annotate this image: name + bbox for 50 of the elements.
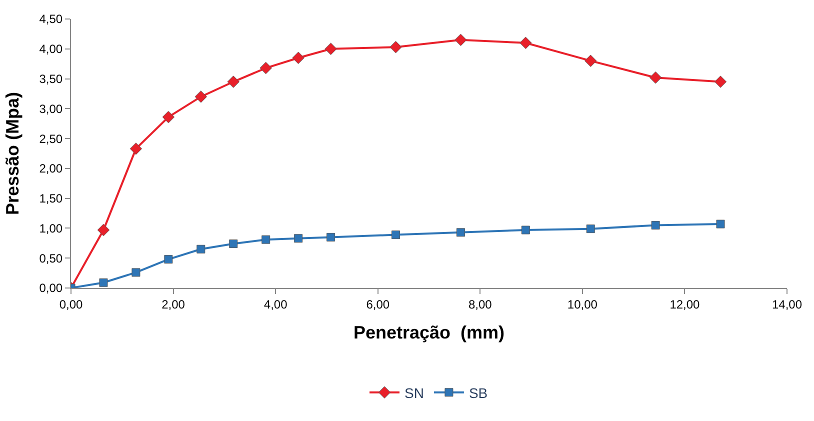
point bbox=[130, 142, 142, 155]
y-tick-label: 0,50 bbox=[39, 251, 63, 266]
point bbox=[392, 230, 400, 240]
x-tick-label: 12,00 bbox=[670, 297, 700, 312]
x-tick-label: 6,00 bbox=[366, 297, 390, 312]
x-tick-label: 2,00 bbox=[162, 297, 186, 312]
y-tick-label: 3,50 bbox=[39, 72, 63, 86]
point bbox=[262, 235, 270, 244]
point bbox=[260, 62, 272, 74]
point bbox=[454, 34, 467, 46]
point bbox=[326, 232, 336, 242]
y-tick-label: 1,50 bbox=[39, 192, 63, 206]
y-tick-label: 2,00 bbox=[39, 162, 63, 176]
point bbox=[324, 42, 337, 55]
point bbox=[194, 90, 207, 103]
y-tick-label: 0,00 bbox=[39, 281, 63, 296]
point bbox=[456, 228, 465, 237]
point bbox=[229, 240, 238, 248]
point bbox=[651, 220, 660, 230]
y-tick-label: 4,50 bbox=[39, 12, 63, 26]
point bbox=[99, 278, 108, 287]
point bbox=[714, 76, 727, 88]
x-tick-label: 8,00 bbox=[468, 297, 492, 312]
point bbox=[649, 71, 662, 84]
x-tick-label: 0,00 bbox=[59, 297, 83, 312]
point bbox=[227, 76, 240, 88]
y-tick-label: 2,50 bbox=[39, 132, 63, 146]
point bbox=[716, 220, 725, 228]
x-tick-label: 14,00 bbox=[772, 297, 802, 312]
point bbox=[520, 36, 532, 50]
point bbox=[292, 52, 304, 64]
point bbox=[97, 224, 110, 236]
point bbox=[164, 255, 173, 264]
point bbox=[132, 268, 140, 277]
point bbox=[196, 244, 206, 254]
point bbox=[162, 110, 175, 124]
legend-label: SB bbox=[468, 384, 488, 401]
x-tick-label: 10,00 bbox=[567, 297, 598, 312]
y-axis-title: Pressão (Mpa) bbox=[2, 92, 22, 216]
point bbox=[586, 224, 595, 234]
y-tick-label: 1,00 bbox=[39, 221, 63, 236]
x-axis-title: Penetração (mm) bbox=[353, 322, 505, 342]
y-tick-label: 3,00 bbox=[39, 102, 63, 116]
legend-label: SN bbox=[404, 384, 424, 401]
x-tick-label: 4,00 bbox=[264, 297, 288, 312]
y-tick-label: 4,00 bbox=[39, 42, 63, 56]
point bbox=[294, 234, 303, 243]
point bbox=[390, 41, 402, 54]
point bbox=[584, 54, 597, 67]
point bbox=[521, 226, 530, 234]
